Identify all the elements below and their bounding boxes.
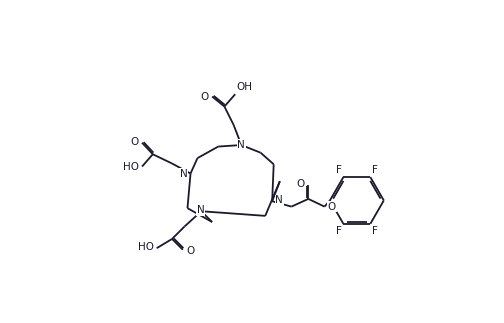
Text: N: N xyxy=(197,205,205,215)
Text: O: O xyxy=(186,245,195,255)
Text: N: N xyxy=(237,140,245,150)
Text: N: N xyxy=(180,169,187,179)
Text: O: O xyxy=(130,137,138,147)
Text: N: N xyxy=(275,195,283,205)
Text: OH: OH xyxy=(237,82,253,92)
Text: F: F xyxy=(371,226,377,236)
Text: F: F xyxy=(336,165,342,175)
Text: O: O xyxy=(200,91,208,101)
Text: O: O xyxy=(296,179,304,189)
Text: O: O xyxy=(328,202,336,212)
Text: F: F xyxy=(371,165,377,175)
Text: F: F xyxy=(336,226,342,236)
Text: HO: HO xyxy=(123,162,139,172)
Text: HO: HO xyxy=(138,243,154,253)
